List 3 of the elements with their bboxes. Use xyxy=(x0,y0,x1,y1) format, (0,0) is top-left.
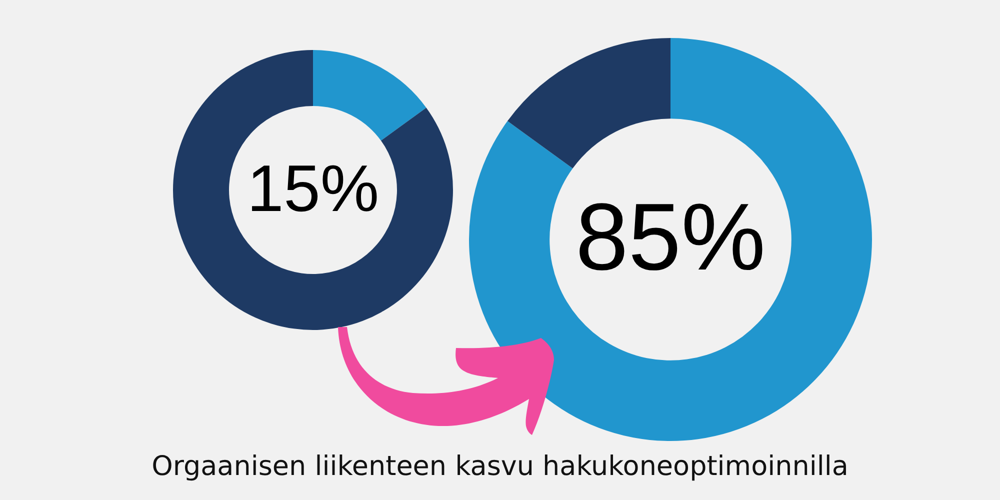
text: Orgaanisen liikenteen kasvu hakukoneoptimoinnilla xyxy=(152,451,848,482)
data-label: 85% xyxy=(575,184,766,291)
data-label: 15% xyxy=(246,151,380,226)
